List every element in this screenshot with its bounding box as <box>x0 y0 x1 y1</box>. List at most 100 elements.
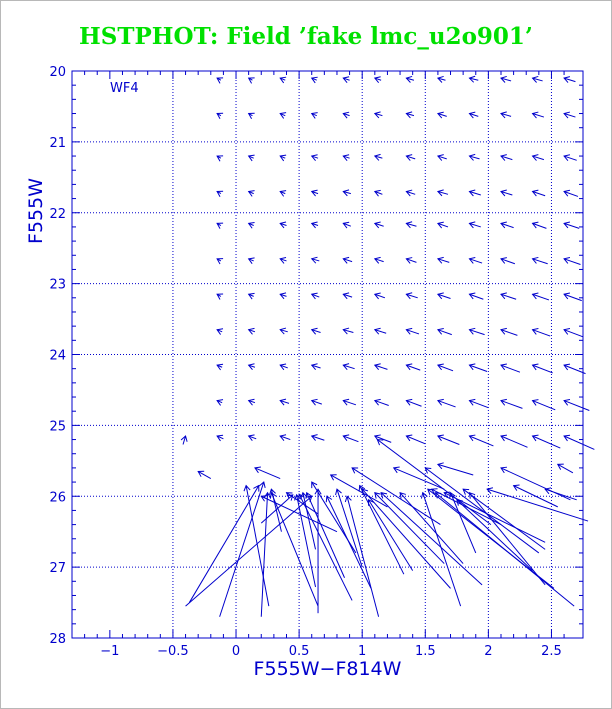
vector-arrow-head <box>216 328 224 335</box>
vector-arrow-shaft <box>437 77 446 81</box>
vector-arrow-shaft <box>311 400 322 405</box>
vector-arrow-head <box>405 111 413 119</box>
vector-arrow-shaft <box>311 191 319 195</box>
vector-arrow-head <box>260 495 268 502</box>
y-tick-label: 22 <box>49 207 66 222</box>
vector-arrow-shaft <box>343 435 359 443</box>
vector-arrow-shaft <box>557 463 574 474</box>
vector-arrow-shaft <box>500 435 528 448</box>
y-tick-label: 23 <box>49 278 66 293</box>
x-tick-label: 0.5 <box>289 644 310 659</box>
vector-arrow-head <box>216 363 224 371</box>
vector-arrow-shaft <box>563 222 580 229</box>
vector-arrow-head <box>269 488 276 496</box>
vector-arrow-head <box>468 363 476 371</box>
vector-arrow-head <box>180 435 188 442</box>
vector-arrow-shaft <box>248 364 256 368</box>
vector-arrow-head <box>216 293 224 300</box>
vector-arrow-shaft <box>406 364 421 371</box>
vector-arrow-head <box>342 221 350 229</box>
vector-arrow-head <box>351 467 359 474</box>
vector-arrow-shaft <box>500 113 512 117</box>
vector-arrow-shaft <box>500 258 516 265</box>
vector-arrow-shaft <box>563 400 590 411</box>
vector-arrow-head <box>424 467 432 474</box>
vector-arrow-head <box>247 190 255 197</box>
vector-arrow-shaft <box>188 485 260 603</box>
vector-arrow-head <box>405 434 413 442</box>
vector-arrow-head <box>310 154 318 161</box>
vector-arrow-head <box>216 258 224 265</box>
vector-arrow-shaft <box>469 77 479 81</box>
vector-arrow-shaft <box>368 499 414 571</box>
vector-arrow-shaft <box>343 113 350 117</box>
vector-arrow-head <box>247 398 255 406</box>
vector-arrow-head <box>247 77 255 84</box>
vector-arrow-shaft <box>406 155 416 160</box>
vector-arrow-shaft <box>374 435 392 443</box>
vector-arrow-head <box>468 256 476 264</box>
vector-arrow-head <box>269 491 277 499</box>
vector-arrow-head <box>373 327 381 335</box>
vector-arrow-head <box>300 491 308 499</box>
vector-arrow-shaft <box>437 293 451 299</box>
vector-arrow-shaft <box>532 155 545 161</box>
x-tick-label: 2 <box>484 644 492 659</box>
vector-arrow-head <box>373 76 381 84</box>
vector-arrow-head <box>468 153 476 161</box>
vector-arrow-head <box>368 498 375 506</box>
vector-arrow-head <box>531 189 539 197</box>
vector-arrow-shaft <box>500 467 571 501</box>
vector-arrow-shaft <box>563 329 584 338</box>
vector-arrow-head <box>310 189 318 197</box>
vector-arrow-shaft <box>431 488 502 526</box>
x-tick-label: 0 <box>232 644 240 659</box>
vector-arrow-shaft <box>563 155 577 161</box>
vector-arrow-shaft <box>270 492 319 607</box>
vector-arrow-shaft <box>346 496 380 617</box>
vector-arrow-shaft <box>532 113 545 118</box>
vector-arrow-head <box>216 155 224 162</box>
vector-arrow-head <box>436 111 444 119</box>
vector-arrow-head <box>405 154 413 161</box>
vector-arrow-shaft <box>500 155 513 161</box>
vector-arrow-head <box>405 75 413 83</box>
vector-arrow-head <box>563 189 571 197</box>
vector-arrow-shaft <box>437 258 450 263</box>
vector-arrow-head <box>279 363 287 371</box>
vector-arrow-head <box>305 491 312 499</box>
x-tick-label: −1 <box>100 644 119 659</box>
vector-arrow-shaft <box>377 439 492 526</box>
vector-arrow-head <box>279 256 287 264</box>
vector-arrow-shaft <box>469 435 494 447</box>
vector-arrow-head <box>247 221 255 229</box>
vector-arrow-shaft <box>311 222 319 226</box>
vector-arrow-head <box>254 466 261 474</box>
vector-arrow-shaft <box>563 191 579 197</box>
vector-arrow-head <box>468 189 476 197</box>
vector-arrow-head <box>285 492 293 499</box>
vector-arrow-head <box>468 491 476 499</box>
vector-arrow-shaft <box>437 329 452 336</box>
y-tick-label: 21 <box>49 136 66 151</box>
vector-arrow-head <box>216 399 224 406</box>
vector-arrow-shaft <box>197 471 212 479</box>
vector-arrow-head <box>342 76 350 84</box>
vector-arrow-shaft <box>532 222 547 229</box>
vector-arrow-shaft <box>500 293 517 300</box>
vector-arrow-shaft <box>343 400 357 406</box>
vector-arrow-head <box>437 327 444 335</box>
vector-arrow-shaft <box>469 364 488 372</box>
x-tick-label: 1 <box>358 644 366 659</box>
vector-arrow-head <box>247 112 255 120</box>
vector-arrow-head <box>563 76 571 83</box>
vector-arrow-head <box>500 327 507 335</box>
vector-arrow-head <box>468 292 476 300</box>
vector-arrow-head <box>310 363 318 371</box>
vector-arrow-head <box>486 487 494 495</box>
vector-arrow-head <box>335 488 342 496</box>
vector-arrow-head <box>286 494 294 501</box>
vector-arrow-head <box>563 257 571 264</box>
vector-arrow-shaft <box>374 77 382 81</box>
